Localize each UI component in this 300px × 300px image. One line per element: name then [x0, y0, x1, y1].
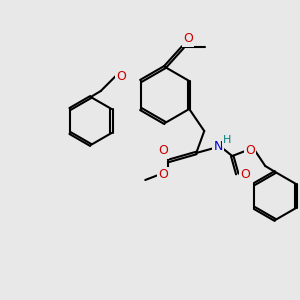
Text: O: O: [158, 145, 168, 158]
Text: O: O: [183, 32, 193, 46]
Text: O: O: [158, 169, 168, 182]
Text: O: O: [116, 70, 126, 83]
Text: O: O: [245, 145, 255, 158]
Text: O: O: [240, 167, 250, 181]
Text: N: N: [214, 140, 223, 152]
Text: H: H: [223, 135, 231, 145]
